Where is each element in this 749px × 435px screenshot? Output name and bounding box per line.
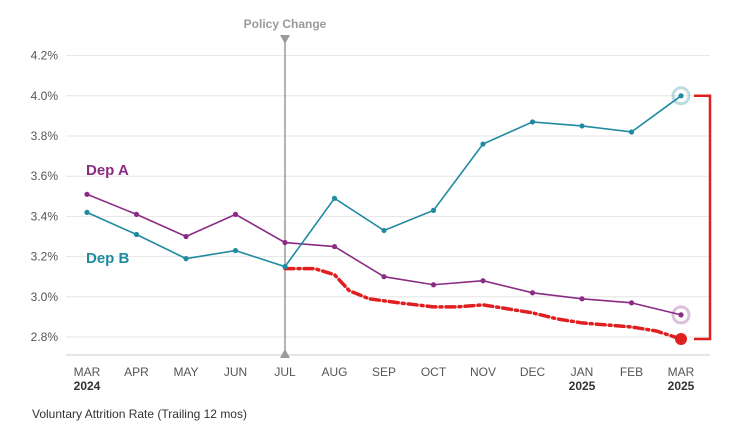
y-tick-label: 3.0% [31,290,59,304]
data-point [133,211,140,217]
policy-change-annotation: Policy Change [244,17,327,358]
data-point [183,256,189,262]
series-labels: Dep A Dep B [86,162,130,267]
last-point-halo [671,86,691,106]
x-tick-label: MAY [173,365,198,379]
data-point [678,312,684,318]
grid-lines [66,55,710,356]
y-tick-label: 4.0% [31,89,59,103]
x-year-label: 2025 [668,379,695,393]
gap-bracket [694,94,712,341]
last-point-halo [671,305,691,325]
data-point [430,282,437,288]
x-tick-label: DEC [520,365,546,379]
y-tick-label: 2.8% [31,330,59,344]
x-tick-label: MAR [74,365,101,379]
x-tick-label: FEB [620,365,643,379]
data-point [331,243,338,250]
data-point [430,207,437,213]
series-lines [84,86,691,325]
data-point [529,119,536,125]
data-point [678,93,684,99]
series-line-dep-b [86,95,682,268]
x-tick-label: MAR [668,365,695,379]
data-point [628,300,635,306]
data-point [628,129,635,135]
y-tick-label: 3.2% [31,250,59,264]
data-point [529,290,536,296]
x-tick-label: NOV [470,365,496,379]
x-year-label: 2025 [569,379,596,393]
y-tick-label: 4.2% [31,49,59,63]
y-axis-ticks: 2.8% 3.0% 3.2% 3.4% 3.6% 3.8% 4.0% 4.2% [31,49,59,344]
data-point [282,264,288,270]
data-point [133,231,140,238]
data-point [84,209,90,215]
series-label-dep-a: Dep A [86,162,129,179]
data-point [480,278,486,284]
x-tick-label: OCT [421,365,447,379]
annotation-label: Policy Change [244,17,327,31]
bracket-path [694,94,712,341]
projection-path [283,266,683,341]
y-tick-label: 3.8% [31,129,59,143]
data-point [183,233,189,240]
x-tick-label: SEP [372,365,396,379]
y-axis-label: Voluntary Attrition Rate (Trailing 12 mo… [32,407,247,421]
data-point [381,274,387,280]
data-point [282,239,288,246]
x-year-label: 2024 [74,379,101,393]
data-point [232,211,239,217]
projection-line [283,266,687,346]
data-point [381,227,387,234]
projection-endpoint [675,333,687,346]
x-tick-label: AUG [321,365,347,379]
annotation-arrow-top [280,35,290,44]
x-tick-label: JUL [274,365,296,379]
x-tick-label: JUN [224,365,247,379]
data-point [331,195,338,201]
x-axis-ticks: MAR APR MAY JUN JUL AUG SEP OCT NOV DEC JAN FEB MAR2… [74,365,695,393]
annotation-arrow-bottom [280,349,290,358]
data-point [232,247,239,254]
data-point [579,296,585,302]
x-tick-label: JAN [571,365,594,379]
y-tick-label: 3.4% [31,209,59,223]
data-point [579,123,585,129]
x-tick-label: APR [124,365,149,379]
series-label-dep-b: Dep B [86,250,130,267]
y-tick-label: 3.6% [31,169,59,183]
data-point [480,141,486,147]
data-point [84,191,90,197]
